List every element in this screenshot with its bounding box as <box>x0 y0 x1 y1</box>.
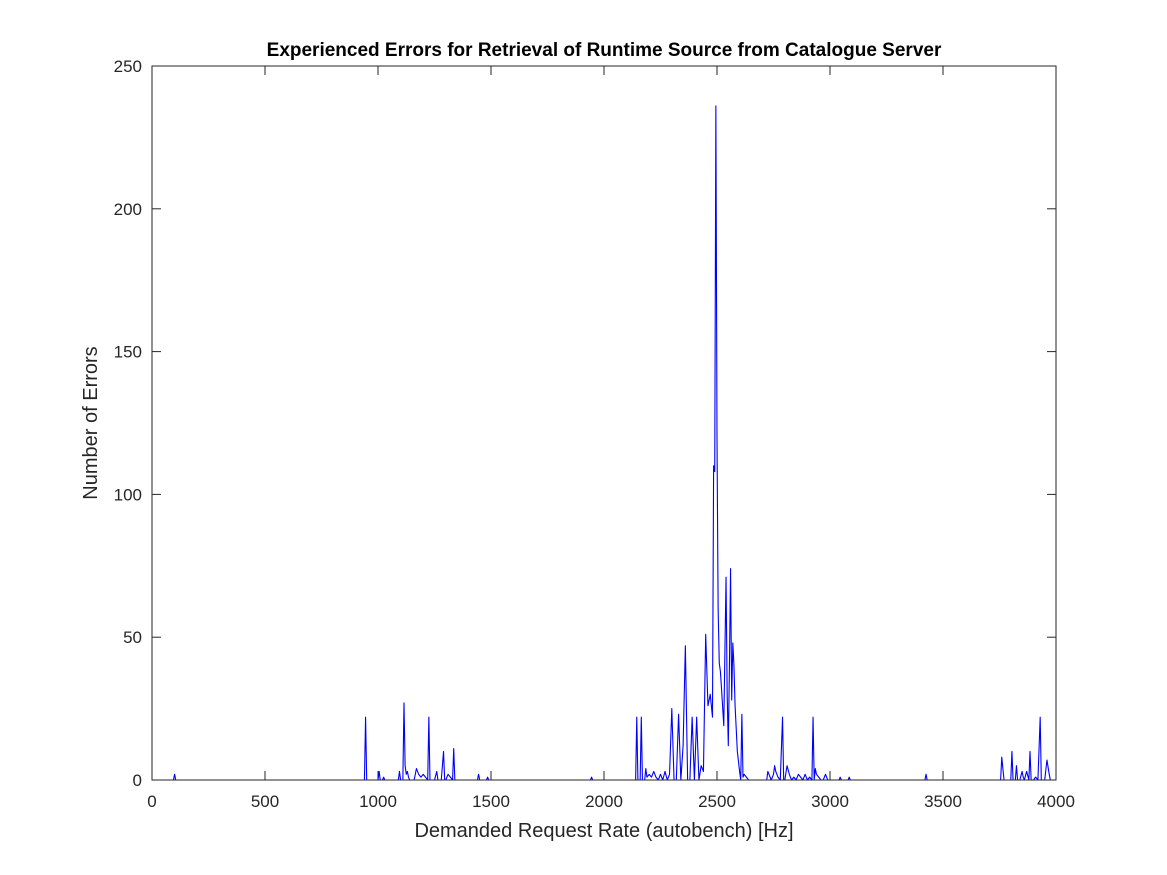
x-tick-label: 1000 <box>359 792 397 811</box>
y-tick-label: 50 <box>123 628 142 647</box>
x-axis-label: Demanded Request Rate (autobench) [Hz] <box>414 820 793 842</box>
y-axis-label: Number of Errors <box>80 346 102 499</box>
axes-box <box>151 65 1057 781</box>
y-tick-label: 0 <box>133 771 142 790</box>
x-tick-label: 4000 <box>1037 792 1075 811</box>
x-tick-label: 0 <box>147 792 156 811</box>
y-tick-label: 250 <box>114 57 142 76</box>
series-line-errors <box>152 105 1052 781</box>
chart-title: Experienced Errors for Retrieval of Runt… <box>267 40 942 61</box>
x-tick-label: 500 <box>251 792 279 811</box>
x-tick-label: 2000 <box>585 792 623 811</box>
y-tick-label: 100 <box>114 485 142 504</box>
y-tick-label: 150 <box>114 343 142 362</box>
plot-area <box>152 66 1056 780</box>
y-tick-label: 200 <box>114 200 142 219</box>
ticks-layer: 0 500 1000 1500 2000 2500 3000 3500 4000 0 50 100 15… <box>114 57 1075 811</box>
x-tick-label: 1500 <box>472 792 510 811</box>
series-layer <box>152 105 1052 781</box>
x-tick-label: 2500 <box>698 792 736 811</box>
x-tick-label: 3000 <box>811 792 849 811</box>
x-tick-label: 3500 <box>924 792 962 811</box>
